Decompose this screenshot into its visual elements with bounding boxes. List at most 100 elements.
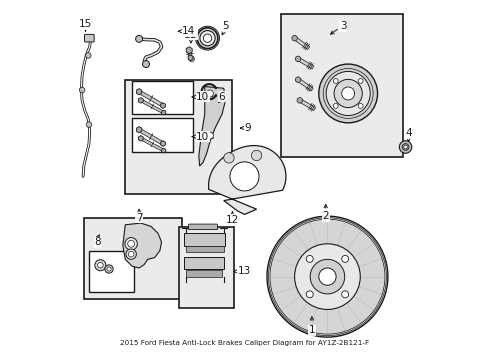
- Text: 7: 7: [136, 213, 142, 223]
- Circle shape: [203, 34, 211, 42]
- Circle shape: [291, 35, 297, 41]
- Polygon shape: [199, 86, 225, 166]
- Polygon shape: [161, 103, 165, 108]
- Circle shape: [214, 87, 216, 89]
- Circle shape: [98, 262, 103, 268]
- Bar: [125, 80, 232, 194]
- Polygon shape: [297, 78, 313, 91]
- Circle shape: [341, 256, 348, 262]
- Polygon shape: [138, 136, 143, 141]
- Polygon shape: [138, 90, 163, 107]
- Circle shape: [107, 267, 111, 271]
- Polygon shape: [185, 246, 224, 252]
- Text: 8: 8: [94, 237, 101, 247]
- Circle shape: [104, 265, 113, 273]
- Circle shape: [309, 259, 344, 294]
- Circle shape: [333, 78, 337, 84]
- Circle shape: [403, 145, 407, 149]
- Polygon shape: [293, 37, 309, 49]
- Bar: [132, 118, 192, 152]
- Text: 9: 9: [244, 123, 251, 133]
- Polygon shape: [136, 89, 142, 95]
- Circle shape: [358, 78, 362, 84]
- Polygon shape: [183, 257, 224, 269]
- Polygon shape: [138, 128, 163, 145]
- Polygon shape: [208, 145, 285, 215]
- Polygon shape: [161, 148, 165, 153]
- Circle shape: [333, 79, 362, 108]
- Polygon shape: [298, 99, 315, 111]
- Polygon shape: [122, 223, 161, 268]
- Bar: [89, 251, 134, 292]
- FancyBboxPatch shape: [84, 34, 94, 42]
- Text: 2015 Ford Fiesta Anti-Lock Brakes Caliper Diagram for AY1Z-2B121-F: 2015 Ford Fiesta Anti-Lock Brakes Calipe…: [120, 340, 368, 346]
- Circle shape: [295, 56, 300, 62]
- Text: 6: 6: [218, 92, 225, 102]
- Text: 12: 12: [225, 215, 239, 225]
- Circle shape: [333, 103, 337, 108]
- Circle shape: [86, 122, 92, 127]
- Polygon shape: [138, 98, 143, 103]
- Circle shape: [224, 153, 234, 163]
- Circle shape: [251, 150, 261, 161]
- Text: 5: 5: [222, 21, 228, 31]
- Text: 10: 10: [196, 132, 209, 141]
- Circle shape: [85, 53, 91, 58]
- Circle shape: [214, 94, 216, 96]
- Text: 15: 15: [79, 19, 92, 29]
- Polygon shape: [188, 55, 193, 60]
- Circle shape: [229, 162, 259, 191]
- Bar: [132, 81, 192, 114]
- Circle shape: [325, 71, 369, 116]
- Circle shape: [79, 87, 84, 93]
- Bar: [280, 14, 403, 157]
- Circle shape: [341, 87, 354, 100]
- Circle shape: [294, 244, 360, 310]
- Polygon shape: [161, 141, 165, 146]
- Circle shape: [126, 249, 136, 259]
- Circle shape: [296, 98, 302, 103]
- Circle shape: [295, 77, 300, 82]
- Polygon shape: [140, 99, 164, 114]
- Text: 11: 11: [184, 30, 197, 40]
- Circle shape: [188, 56, 194, 62]
- Circle shape: [318, 268, 335, 285]
- Polygon shape: [204, 131, 213, 138]
- Circle shape: [197, 28, 218, 49]
- Polygon shape: [187, 50, 192, 58]
- FancyBboxPatch shape: [188, 224, 217, 230]
- Text: 2: 2: [322, 211, 328, 221]
- Text: 10: 10: [196, 92, 209, 102]
- Circle shape: [266, 216, 387, 337]
- Polygon shape: [297, 57, 313, 69]
- Circle shape: [95, 260, 106, 271]
- Circle shape: [358, 103, 362, 108]
- Bar: [179, 226, 234, 308]
- Circle shape: [401, 144, 408, 150]
- Circle shape: [318, 64, 377, 123]
- Polygon shape: [136, 127, 142, 133]
- Circle shape: [305, 291, 312, 298]
- Circle shape: [135, 35, 142, 42]
- Text: 1: 1: [308, 325, 315, 335]
- Circle shape: [200, 31, 215, 46]
- Circle shape: [142, 60, 149, 68]
- Circle shape: [124, 238, 137, 250]
- Polygon shape: [140, 137, 164, 152]
- Polygon shape: [204, 92, 213, 99]
- Circle shape: [127, 240, 134, 247]
- Text: 13: 13: [237, 266, 250, 276]
- Circle shape: [305, 256, 312, 262]
- Polygon shape: [185, 270, 222, 276]
- Circle shape: [206, 90, 213, 97]
- Circle shape: [341, 291, 348, 298]
- Circle shape: [399, 141, 411, 153]
- Circle shape: [128, 251, 134, 257]
- Bar: [83, 218, 182, 299]
- Text: 3: 3: [339, 21, 346, 31]
- Polygon shape: [186, 47, 192, 54]
- Text: 14: 14: [182, 26, 195, 36]
- Polygon shape: [161, 110, 165, 115]
- Circle shape: [206, 132, 213, 139]
- Polygon shape: [183, 233, 225, 246]
